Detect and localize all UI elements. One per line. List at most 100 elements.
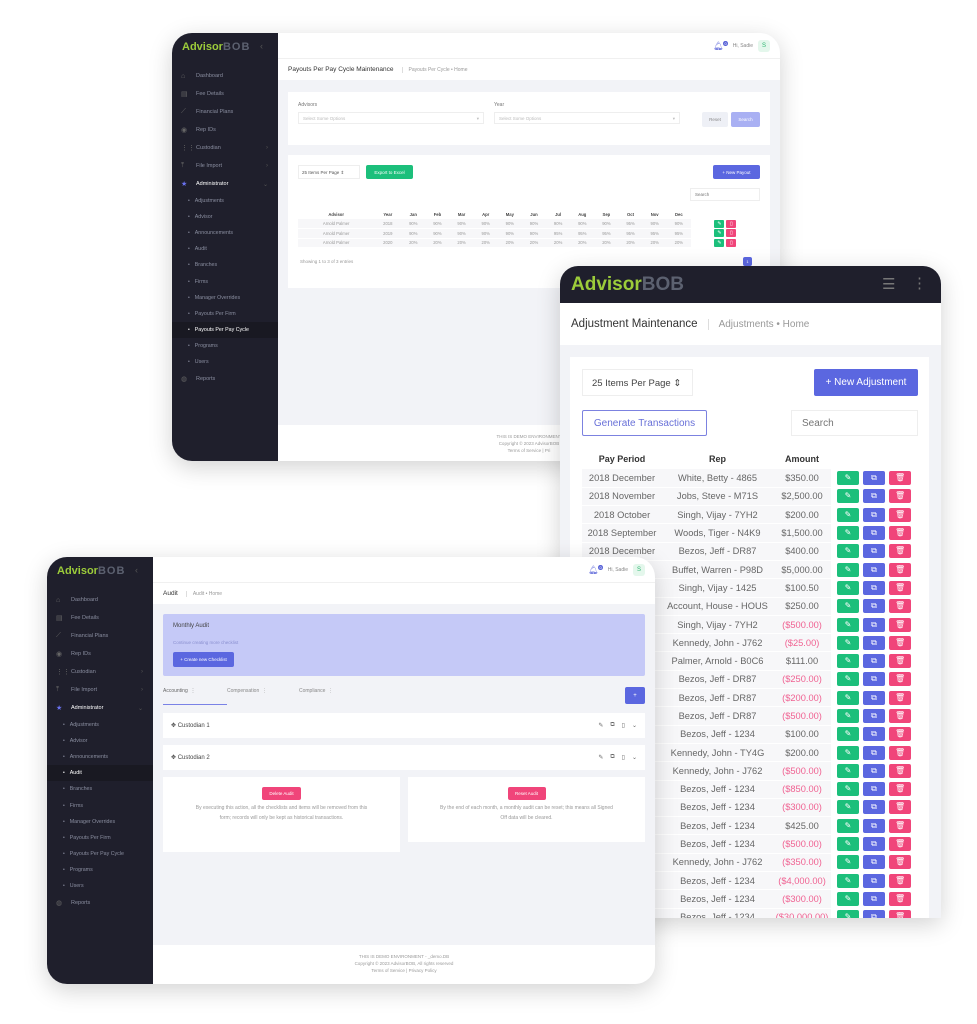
collapse-icon[interactable]: ‹ xyxy=(260,41,263,51)
tab-compliance[interactable]: Compliance ⋮ xyxy=(299,685,371,705)
sidebar-subitem-payouts-per-firm[interactable]: Payouts Per Firm xyxy=(47,830,153,846)
bell-icon[interactable]: 🔔︎0 xyxy=(588,564,603,575)
edit-icon[interactable]: ✎ xyxy=(837,818,860,833)
reset-audit-button[interactable]: Reset Audit xyxy=(507,787,546,800)
sidebar-subitem-programs[interactable]: Programs xyxy=(172,338,278,354)
copy-icon[interactable]: ⧉ xyxy=(863,709,886,723)
edit-icon[interactable]: ✎ xyxy=(714,238,725,247)
trash-icon[interactable]: 🗑︎ xyxy=(889,690,912,705)
sidebar-subitem-branches[interactable]: Branches xyxy=(172,257,278,273)
copy-icon[interactable]: ⧉ xyxy=(863,544,886,559)
trash-icon[interactable]: 🗑︎ xyxy=(889,727,912,742)
sidebar-subitem-manager-overrides[interactable]: Manager Overrides xyxy=(172,290,278,306)
column-header[interactable]: Amount xyxy=(785,454,820,464)
search-button[interactable]: Search xyxy=(731,112,760,127)
new-payout-button[interactable]: + New Payout xyxy=(713,165,760,179)
edit-icon[interactable]: ✎ xyxy=(837,910,860,918)
edit-icon[interactable]: ✎ xyxy=(837,507,860,522)
edit-icon[interactable]: ✎ xyxy=(837,470,860,485)
trash-icon[interactable]: ▯ xyxy=(726,238,737,247)
copy-icon[interactable]: ⧉ xyxy=(863,727,886,742)
sidebar-subitem-firms[interactable]: Firms xyxy=(47,797,153,813)
chevron-down-icon[interactable]: ⌄ xyxy=(631,755,637,761)
sidebar-subitem-adjustments[interactable]: Adjustments xyxy=(47,717,153,733)
edit-icon[interactable]: ✎ xyxy=(837,800,860,815)
add-tab-button[interactable]: + xyxy=(625,687,645,704)
edit-icon[interactable]: ✎ xyxy=(837,654,860,669)
edit-icon[interactable]: ✎ xyxy=(837,891,860,906)
copy-icon[interactable]: ⧉ xyxy=(863,855,886,870)
edit-icon[interactable]: ✎ xyxy=(837,526,860,541)
custodian-section[interactable]: ✥ Custodian 2 ✎ ⧉ ▯ ⌄ xyxy=(163,745,645,770)
collapse-icon[interactable]: ‹ xyxy=(135,565,138,575)
sidebar-item-rep-ids[interactable]: ◉ Rep IDs xyxy=(172,121,278,139)
copy-icon[interactable]: ⧉ xyxy=(863,891,886,906)
copy-icon[interactable]: ⧉ xyxy=(863,910,886,918)
trash-icon[interactable]: 🗑︎ xyxy=(889,709,912,723)
drag-handle-icon[interactable]: ✥ xyxy=(171,723,178,729)
trash-icon[interactable]: 🗑︎ xyxy=(889,800,912,815)
advisors-select[interactable]: Select Some Options ▾ xyxy=(298,112,484,124)
trash-icon[interactable]: 🗑︎ xyxy=(889,562,912,577)
column-header[interactable]: Advisor xyxy=(328,211,344,217)
copy-icon[interactable]: ⧉ xyxy=(863,763,886,778)
edit-icon[interactable]: ✎ xyxy=(598,755,604,761)
reset-button[interactable]: Reset xyxy=(702,112,728,127)
trash-icon[interactable]: 🗑︎ xyxy=(889,599,912,614)
sidebar-item-financial-plans[interactable]: ⟋ Financial Plans xyxy=(172,103,278,121)
edit-icon[interactable]: ✎ xyxy=(837,544,860,559)
new-adjustment-button[interactable]: + New Adjustment xyxy=(814,369,918,396)
copy-icon[interactable]: ⧉ xyxy=(863,800,886,815)
sidebar-item-reports[interactable]: ◍ Reports xyxy=(47,894,153,912)
edit-icon[interactable]: ✎ xyxy=(837,617,860,632)
trash-icon[interactable]: ▯ xyxy=(621,723,625,729)
trash-icon[interactable]: 🗑︎ xyxy=(889,489,912,504)
trash-icon[interactable]: 🗑︎ xyxy=(889,782,912,797)
edit-icon[interactable]: ✎ xyxy=(837,672,860,687)
column-header[interactable]: Feb xyxy=(433,211,442,217)
copy-icon[interactable]: ⧉ xyxy=(863,745,886,760)
edit-icon[interactable]: ✎ xyxy=(837,562,860,577)
breadcrumb[interactable]: Audit • Home xyxy=(185,590,222,597)
edit-icon[interactable]: ✎ xyxy=(837,837,860,852)
more-vertical-icon[interactable]: ⋮ xyxy=(912,275,927,292)
trash-icon[interactable]: 🗑︎ xyxy=(889,910,912,918)
trash-icon[interactable]: 🗑︎ xyxy=(889,635,912,650)
sidebar-subitem-users[interactable]: Users xyxy=(172,354,278,370)
copy-icon[interactable]: ⧉ xyxy=(863,837,886,852)
edit-icon[interactable]: ✎ xyxy=(837,763,860,778)
sidebar-subitem-payouts-per-pay-cycle[interactable]: Payouts Per Pay Cycle xyxy=(47,846,153,862)
copy-icon[interactable]: ⧉ xyxy=(863,654,886,669)
copy-icon[interactable]: ⧉ xyxy=(863,782,886,797)
sidebar-subitem-audit[interactable]: Audit xyxy=(172,241,278,257)
trash-icon[interactable]: 🗑︎ xyxy=(889,617,912,632)
bell-icon[interactable]: 🔔︎0 xyxy=(713,40,728,51)
sidebar-subitem-audit[interactable]: Audit xyxy=(47,765,153,782)
page-1-button[interactable]: 1 xyxy=(743,257,752,266)
search-input[interactable] xyxy=(791,410,918,436)
sidebar-subitem-firms[interactable]: Firms xyxy=(172,273,278,289)
column-header[interactable]: Pay Period xyxy=(598,454,646,464)
sidebar-item-dashboard[interactable]: ⌂ Dashboard xyxy=(47,591,153,609)
sidebar-subitem-branches[interactable]: Branches xyxy=(47,781,153,797)
copy-icon[interactable]: ⧉ xyxy=(863,562,886,577)
trash-icon[interactable]: 🗑︎ xyxy=(889,837,912,852)
trash-icon[interactable]: 🗑︎ xyxy=(889,580,912,595)
sidebar-subitem-payouts-per-pay-cycle[interactable]: Payouts Per Pay Cycle xyxy=(172,321,278,338)
column-header[interactable]: Jul xyxy=(555,211,562,217)
sidebar-item-rep-ids[interactable]: ◉ Rep IDs xyxy=(47,645,153,663)
column-header[interactable]: Year xyxy=(383,211,393,217)
copy-icon[interactable]: ⧉ xyxy=(610,754,615,760)
trash-icon[interactable]: ▯ xyxy=(726,219,737,228)
edit-icon[interactable]: ✎ xyxy=(837,580,860,595)
edit-icon[interactable]: ✎ xyxy=(837,690,860,705)
tab-accounting[interactable]: Accounting ⋮ xyxy=(163,685,227,705)
column-header[interactable]: Sep xyxy=(602,211,611,217)
edit-icon[interactable]: ✎ xyxy=(714,219,725,228)
copy-icon[interactable]: ⧉ xyxy=(863,599,886,614)
trash-icon[interactable]: 🗑︎ xyxy=(889,544,912,559)
chevron-down-icon[interactable]: ⌄ xyxy=(631,723,637,729)
footer-links[interactable]: Terms of Service | Privacy Policy xyxy=(371,968,437,973)
custodian-section[interactable]: ✥ Custodian 1 ✎ ⧉ ▯ ⌄ xyxy=(163,713,645,738)
sidebar-item-file-import[interactable]: ⤒ File Import › xyxy=(47,681,153,699)
